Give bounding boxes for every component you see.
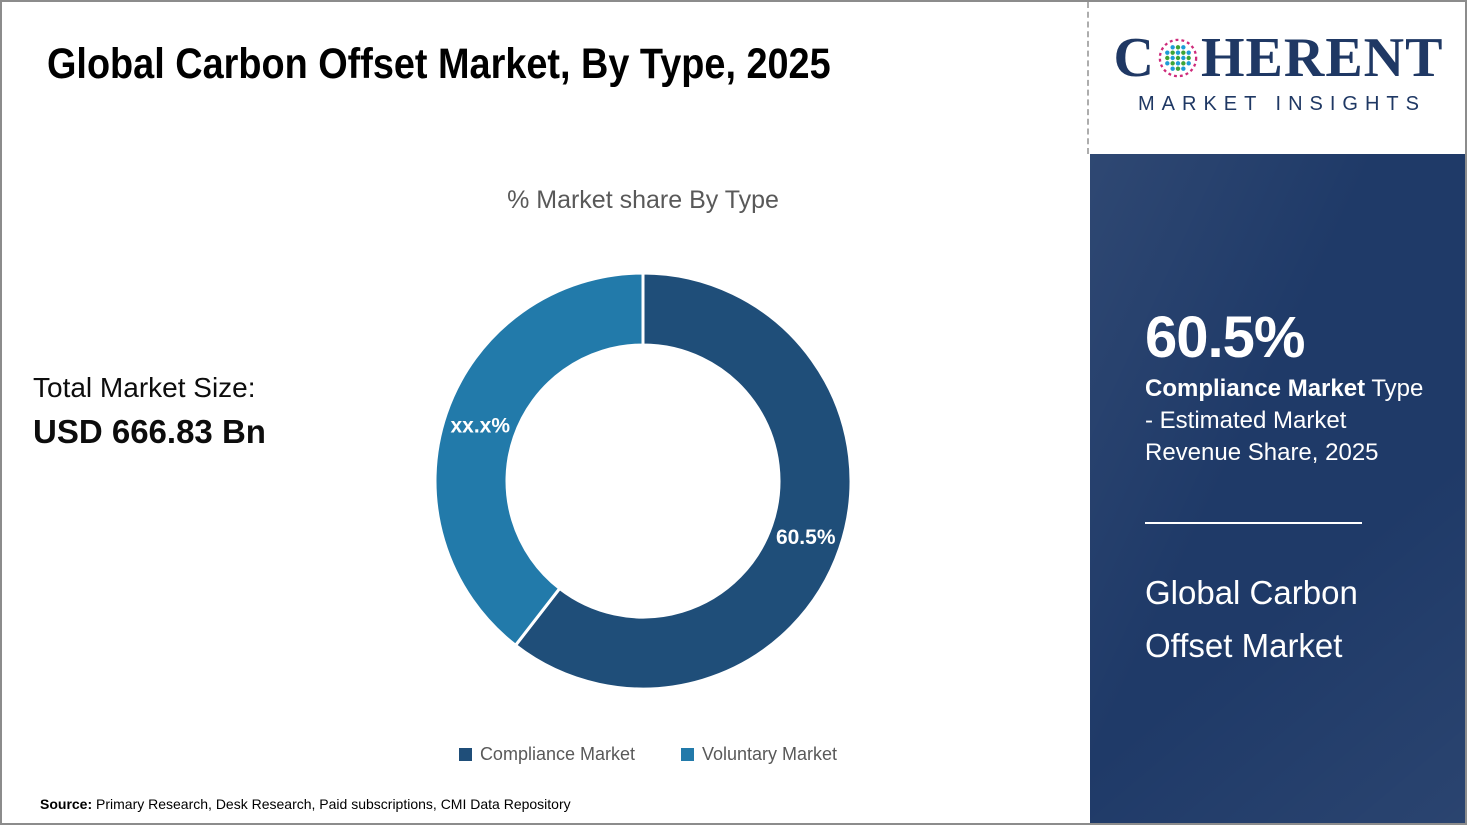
panel-stat-value: 60.5% <box>1145 305 1305 370</box>
total-market-size-block: Total Market Size: USD 666.83 Bn <box>33 372 266 451</box>
slice-label-0: 60.5% <box>776 526 836 549</box>
total-market-size-value: USD 666.83 Bn <box>33 413 266 450</box>
panel-stat-suffix: Type - Estimated Market Revenue Share, 2… <box>1145 375 1424 466</box>
chart-legend: Compliance Market Voluntary Market <box>343 744 953 765</box>
brand-letter-c: C <box>1113 27 1155 89</box>
panel-stat-segment: Compliance Market <box>1145 375 1366 402</box>
panel-report-title: Global Carbon Offset Market <box>1145 574 1358 664</box>
compliance-swatch-icon <box>458 748 472 761</box>
legend-item-compliance: Compliance Market <box>458 744 635 765</box>
brand-letters-rest: HERENT <box>1200 27 1444 89</box>
legend-item-voluntary: Voluntary Market <box>681 744 837 765</box>
brand-logo: C HERENT MARKET INSIGHTS <box>1090 2 1465 154</box>
legend-label-voluntary: Voluntary Market <box>702 744 838 764</box>
highlight-panel: 60.5% Compliance Market Type - Estimated… <box>1090 154 1465 823</box>
slice-label-1: xx.x% <box>450 415 510 438</box>
donut-slice-0 <box>513 271 853 691</box>
chart-title: % Market share By Type <box>507 186 779 214</box>
panel-stat-description: Compliance Market Type - Estimated Marke… <box>1145 373 1435 469</box>
panel-divider <box>1145 522 1362 524</box>
brand-tagline: MARKET INSIGHTS <box>1138 93 1426 115</box>
page-title: Global Carbon Offset Market, By Type, 20… <box>47 40 831 88</box>
total-market-size-label: Total Market Size: <box>33 372 256 403</box>
source-text: Primary Research, Desk Research, Paid su… <box>92 796 571 812</box>
legend-label-compliance: Compliance Market <box>479 744 635 764</box>
globe-icon <box>1158 38 1198 78</box>
brand-wordmark: C HERENT <box>1090 27 1465 89</box>
source-line: Source: Primary Research, Desk Research,… <box>40 796 571 812</box>
donut-slice-1 <box>433 271 645 648</box>
voluntary-swatch-icon <box>681 748 694 761</box>
dashed-separator <box>1087 2 1089 154</box>
source-label: Source: <box>40 796 93 812</box>
donut-chart: 60.5% xx.x% <box>433 271 853 691</box>
